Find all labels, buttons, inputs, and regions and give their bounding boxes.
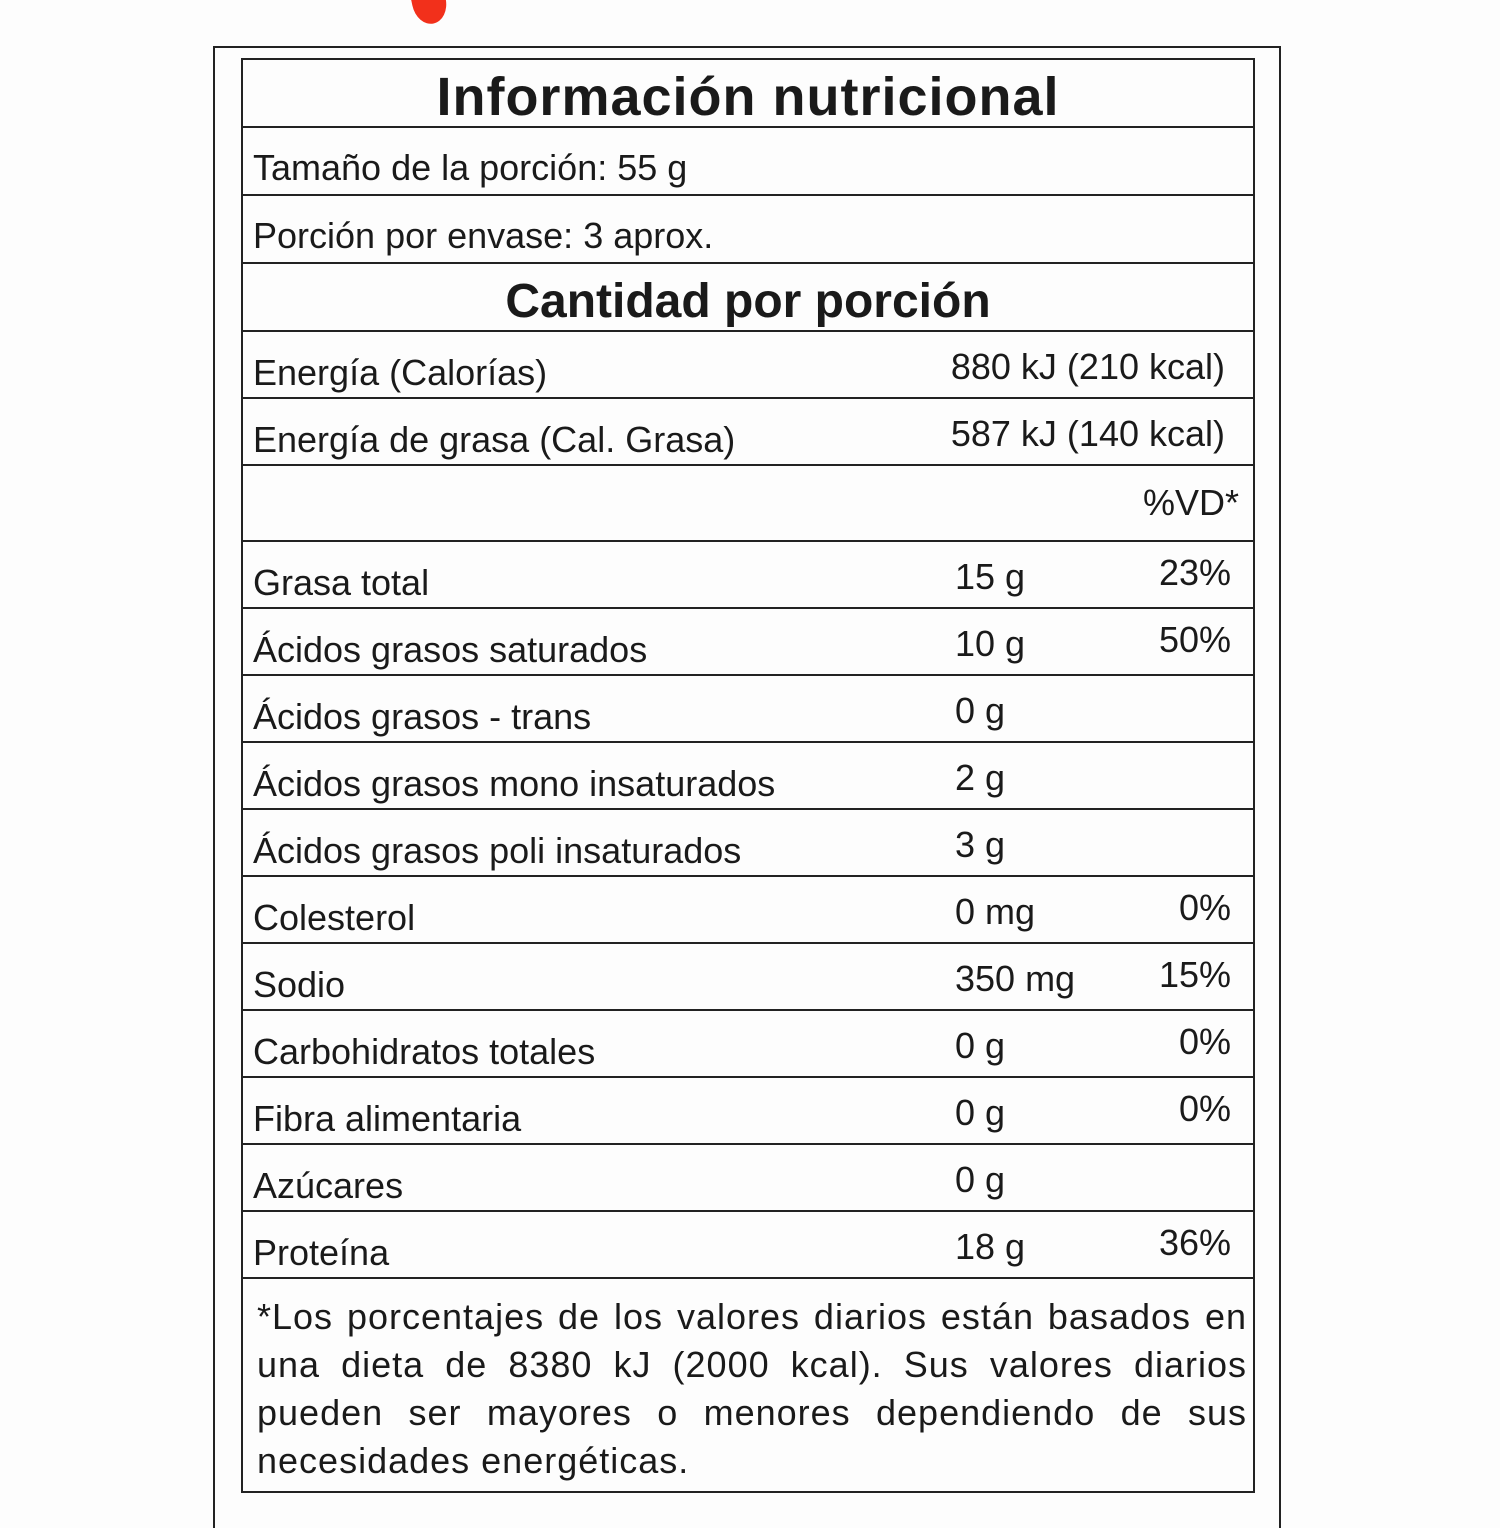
- nutrient-dv: 50%: [1158, 619, 1231, 660]
- nutrient-label: Sodio: [253, 964, 346, 1005]
- nutrient-label: Ácidos grasos saturados: [253, 629, 648, 670]
- nutrient-row: Carbohidratos totales 0 g 0%: [243, 1011, 1253, 1078]
- energy-label: Energía de grasa (Cal. Grasa): [253, 419, 736, 460]
- nutrient-label: Colesterol: [253, 897, 416, 938]
- nutrient-amount: 0 mg: [955, 891, 1036, 932]
- energy-label: Energía (Calorías): [253, 352, 548, 393]
- label-title: Información nutricional: [243, 60, 1253, 128]
- nutrient-label: Proteína: [253, 1232, 390, 1273]
- energy-value: 880 kJ (210 kcal): [950, 346, 1225, 387]
- energy-value: 587 kJ (140 kcal): [950, 413, 1225, 454]
- nutrient-amount: 0 g: [955, 1092, 1006, 1133]
- nutrient-dv: 0%: [1178, 887, 1231, 928]
- nutrient-row: Grasa total 15 g 23%: [243, 542, 1253, 609]
- nutrient-label: Ácidos grasos - trans: [253, 696, 592, 737]
- nutrient-label: Ácidos grasos mono insaturados: [253, 763, 776, 804]
- nutrient-row: Colesterol 0 mg 0%: [243, 877, 1253, 944]
- nutrient-row: Proteína 18 g 36%: [243, 1212, 1253, 1279]
- nutrient-row: Ácidos grasos poli insaturados 3 g: [243, 810, 1253, 877]
- footnote: *Los porcentajes de los valores diarios …: [243, 1279, 1253, 1493]
- nutrient-dv: 15%: [1158, 954, 1231, 995]
- nutrient-row: Ácidos grasos - trans 0 g: [243, 676, 1253, 743]
- nutrient-dv: 36%: [1158, 1222, 1231, 1263]
- nutrient-amount: 3 g: [955, 824, 1006, 865]
- nutrient-label: Carbohidratos totales: [253, 1031, 596, 1072]
- amount-per-serving-heading: Cantidad por porción: [243, 264, 1253, 332]
- nutrient-row: Ácidos grasos saturados 10 g 50%: [243, 609, 1253, 676]
- nutrient-amount: 0 g: [955, 1025, 1006, 1066]
- nutrient-label: Ácidos grasos poli insaturados: [253, 830, 742, 871]
- nutrient-label: Azúcares: [253, 1165, 404, 1206]
- energy-row: Energía (Calorías) 880 kJ (210 kcal): [243, 332, 1253, 399]
- nutrient-dv: 0%: [1178, 1088, 1231, 1129]
- red-mark-decoration: [407, 0, 451, 28]
- serving-size: Tamaño de la porción: 55 g: [243, 128, 1253, 196]
- energy-row: Energía de grasa (Cal. Grasa) 587 kJ (14…: [243, 399, 1253, 466]
- nutrient-row: Sodio 350 mg 15%: [243, 944, 1253, 1011]
- dv-header: %VD*: [1142, 482, 1239, 523]
- nutrient-row: Ácidos grasos mono insaturados 2 g: [243, 743, 1253, 810]
- nutrient-amount: 18 g: [955, 1226, 1026, 1267]
- nutrient-amount: 350 mg: [955, 958, 1076, 999]
- nutrient-amount: 15 g: [955, 556, 1026, 597]
- nutrient-amount: 10 g: [955, 623, 1026, 664]
- nutrient-dv: 23%: [1158, 552, 1231, 593]
- nutrient-dv: 0%: [1178, 1021, 1231, 1062]
- nutrient-row: Azúcares 0 g: [243, 1145, 1253, 1212]
- nutrient-label: Grasa total: [253, 562, 430, 603]
- dv-header-row: %VD*: [243, 466, 1253, 542]
- nutrient-amount: 0 g: [955, 690, 1006, 731]
- nutrient-amount: 2 g: [955, 757, 1006, 798]
- nutrient-label: Fibra alimentaria: [253, 1098, 522, 1139]
- servings-per-container: Porción por envase: 3 aprox.: [243, 196, 1253, 264]
- nutrient-row: Fibra alimentaria 0 g 0%: [243, 1078, 1253, 1145]
- nutrition-facts-table: Información nutricional Tamaño de la por…: [241, 58, 1255, 1493]
- label-outer-border: [213, 46, 1281, 1528]
- nutrient-amount: 0 g: [955, 1159, 1006, 1200]
